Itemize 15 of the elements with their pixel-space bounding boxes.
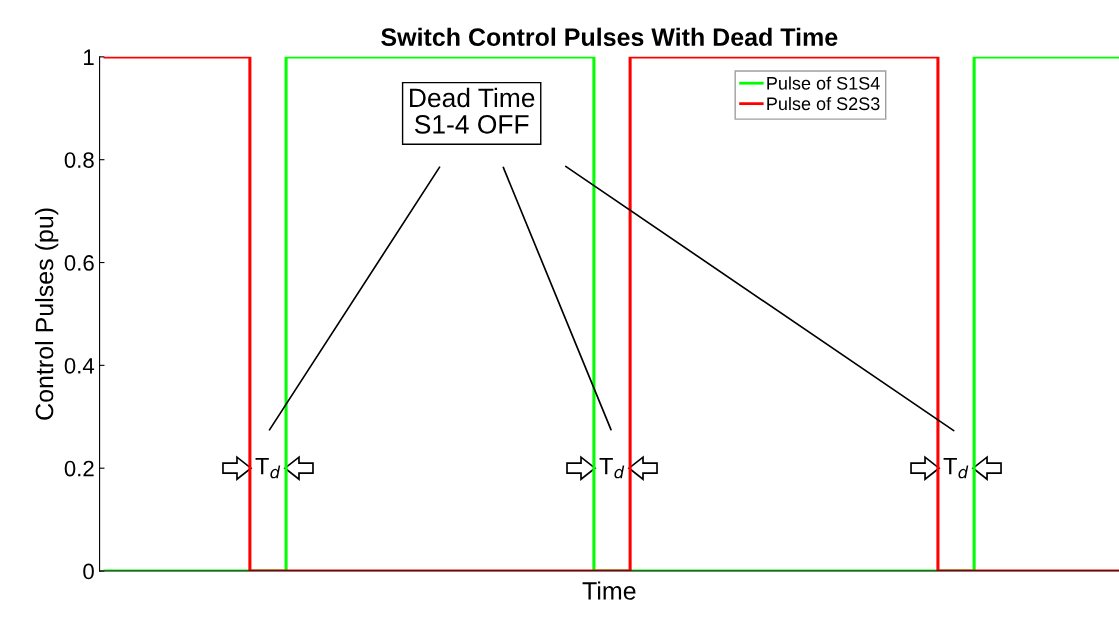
annotation: T$_{d}$ [255,458,281,479]
y-tick-label: 0.6 [64,255,94,271]
y-tick-label: 1 [84,49,94,65]
chart-title: Switch Control Pulses With Dead Time [381,27,838,46]
y-tick-label: 0 [83,563,94,580]
x-axis-title: Time [582,581,636,600]
annotation: T$_{d}$ [943,458,969,479]
y-tick-label: 0.2 [64,460,94,477]
y-tick-label: 0.8 [64,152,94,168]
annotation: Dead Time S1-4 OFF [410,87,535,134]
y-tick-label: 0.4 [64,357,95,374]
annotation: T$_{d}$ [599,458,625,479]
legend-label: Pulse of S2S3 [767,96,880,111]
legend-label: Pulse of S1S4 [767,76,880,90]
y-axis-title: Control Pulses (pu) [34,208,59,420]
